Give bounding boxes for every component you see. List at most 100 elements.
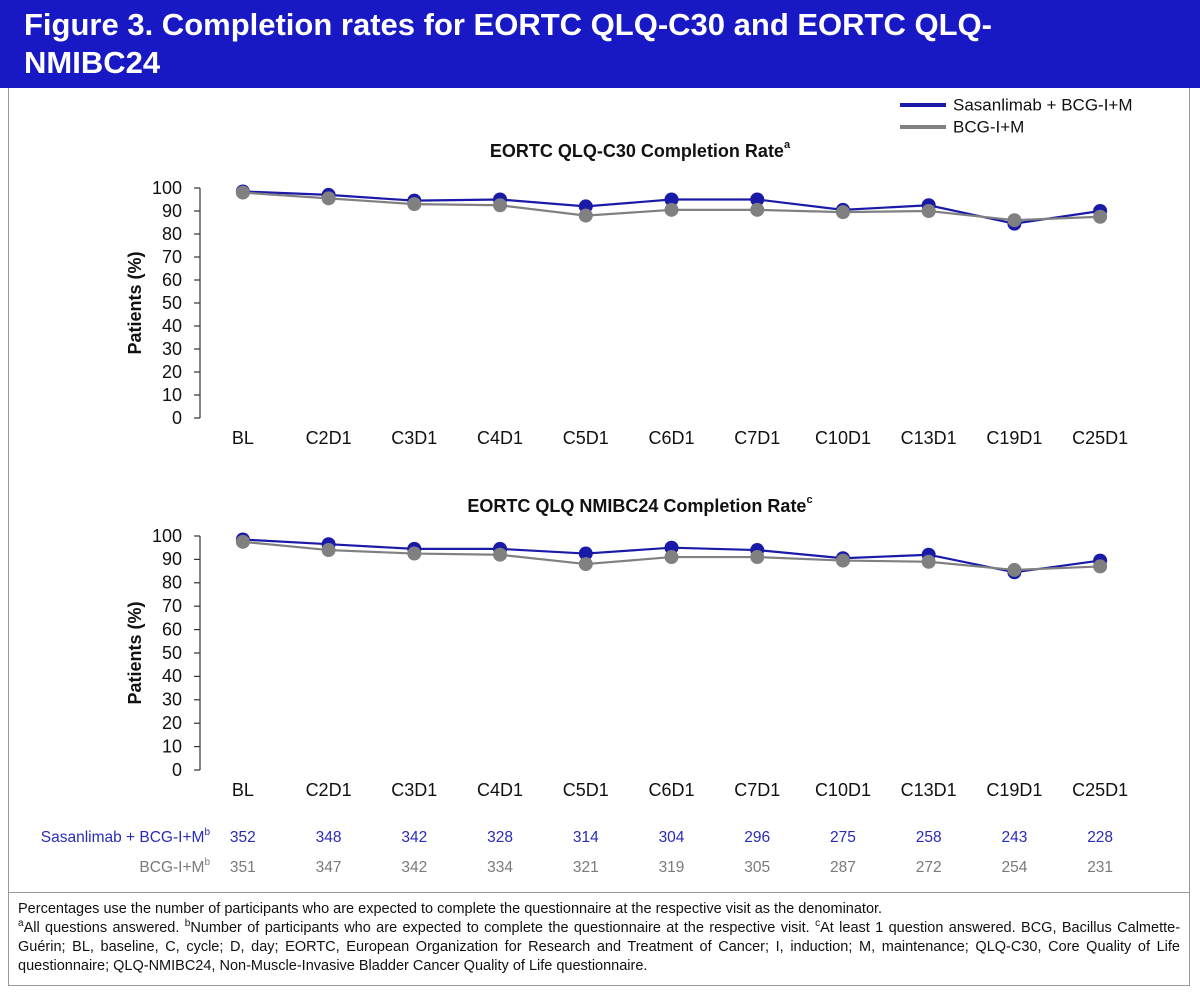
table-cell: 347 (316, 859, 342, 876)
x-tick-label: C3D1 (391, 780, 437, 800)
y-tick-label: 90 (162, 549, 182, 569)
table-cell: 328 (487, 829, 513, 846)
y-tick-label: 70 (162, 247, 182, 267)
point (921, 554, 936, 569)
point (1007, 562, 1022, 577)
table-cell: 321 (573, 859, 599, 876)
y-tick-label: 70 (162, 596, 182, 616)
chart-title: EORTC QLQ NMIBC24 Completion Ratec (467, 494, 812, 516)
table-cell: 314 (573, 829, 599, 846)
x-tick-label: C2D1 (306, 780, 352, 800)
point (235, 185, 250, 200)
footnote-mark: a (18, 918, 24, 930)
row-label: Sasanlimab + BCG-I+Mb (41, 827, 211, 846)
chart: Sasanlimab + BCG-I+M BCG-I+M EORTC QLQ-C30… (41, 95, 1133, 876)
point (1007, 213, 1022, 228)
y-tick-label: 20 (162, 713, 182, 733)
point (1093, 559, 1108, 574)
x-tick-label: C6D1 (648, 428, 694, 448)
y-tick-label: 30 (162, 339, 182, 359)
x-tick-label: C7D1 (734, 780, 780, 800)
y-tick-label: 0 (172, 408, 182, 428)
point (235, 534, 250, 549)
point (321, 543, 336, 558)
point (407, 546, 422, 561)
footnote-mark: c (815, 918, 821, 930)
table-cell: 272 (916, 859, 942, 876)
legend-label: Sasanlimab + BCG-I+M (953, 95, 1133, 114)
x-tick-label: C2D1 (306, 428, 352, 448)
table-cell: 275 (830, 829, 856, 846)
x-tick-label: C4D1 (477, 428, 523, 448)
chart-title: EORTC QLQ-C30 Completion Ratea (490, 139, 791, 161)
point (750, 192, 765, 207)
row-label-note: b (204, 827, 210, 838)
point (321, 191, 336, 206)
x-tick-label: C5D1 (563, 428, 609, 448)
table-cell: 319 (659, 859, 685, 876)
chart-title-text: EORTC QLQ-C30 Completion Rate (490, 141, 784, 161)
point (750, 550, 765, 565)
x-tick-label: C3D1 (391, 428, 437, 448)
y-axis-label: Patients (%) (125, 601, 145, 704)
y-tick-label: 60 (162, 270, 182, 290)
point (664, 192, 679, 207)
y-tick-label: 40 (162, 316, 182, 336)
x-tick-label: C25D1 (1072, 780, 1128, 800)
y-tick-label: 60 (162, 619, 182, 639)
x-tick-label: C25D1 (1072, 428, 1128, 448)
point (578, 208, 593, 223)
y-tick-label: 0 (172, 760, 182, 780)
table-cell: 351 (230, 859, 256, 876)
row-label: BCG-I+Mb (139, 857, 210, 876)
table-cell: 296 (744, 829, 770, 846)
chart-title-text: EORTC QLQ NMIBC24 Completion Rate (467, 496, 806, 516)
point (750, 202, 765, 217)
y-tick-label: 10 (162, 736, 182, 756)
table-cell: 304 (659, 829, 685, 846)
table-cell: 231 (1087, 859, 1113, 876)
figure-title: Figure 3. Completion rates for EORTC QLQ… (24, 7, 992, 80)
point (664, 550, 679, 565)
y-tick-label: 50 (162, 643, 182, 663)
table-cell: 348 (316, 829, 342, 846)
point (578, 557, 593, 572)
table-cell: 287 (830, 859, 856, 876)
y-tick-label: 100 (152, 526, 182, 546)
row-label-text: Sasanlimab + BCG-I+M (41, 829, 205, 846)
footnote-denominator: Percentages use the number of participan… (18, 901, 883, 917)
table-cell: 243 (1001, 829, 1027, 846)
y-tick-label: 10 (162, 385, 182, 405)
footnote-text: At least 1 question answered. (820, 920, 1016, 936)
x-tick-label: C19D1 (986, 428, 1042, 448)
x-tick-label: C13D1 (901, 780, 957, 800)
y-tick-label: 100 (152, 178, 182, 198)
x-tick-label: C10D1 (815, 780, 871, 800)
point (493, 547, 508, 562)
table-cell: 352 (230, 829, 256, 846)
x-tick-label: C13D1 (901, 428, 957, 448)
y-tick-label: 80 (162, 573, 182, 593)
chart-title-note: a (784, 139, 791, 151)
y-tick-label: 90 (162, 201, 182, 221)
footnote-abbreviations: BCG, Bacillus Calmette-Guérin; BL, basel… (18, 920, 1181, 974)
y-tick-label: 20 (162, 362, 182, 382)
y-axis-label: Patients (%) (125, 251, 145, 354)
footnote-notes: aAll questions answered. bNumber of part… (18, 919, 1180, 976)
footnote-text: Number of participants who are expected … (190, 920, 810, 936)
y-tick-label: 50 (162, 293, 182, 313)
y-tick-label: 30 (162, 690, 182, 710)
point (1093, 209, 1108, 224)
y-tick-label: 80 (162, 224, 182, 244)
row-label-note: b (204, 857, 210, 868)
x-tick-label: BL (232, 428, 254, 448)
y-tick-label: 40 (162, 666, 182, 686)
point (493, 198, 508, 213)
table-cell: 342 (401, 829, 427, 846)
table-cell: 334 (487, 859, 513, 876)
table-cell: 254 (1001, 859, 1027, 876)
point (578, 546, 593, 561)
point (921, 204, 936, 218)
legend-label: BCG-I+M (953, 117, 1024, 136)
